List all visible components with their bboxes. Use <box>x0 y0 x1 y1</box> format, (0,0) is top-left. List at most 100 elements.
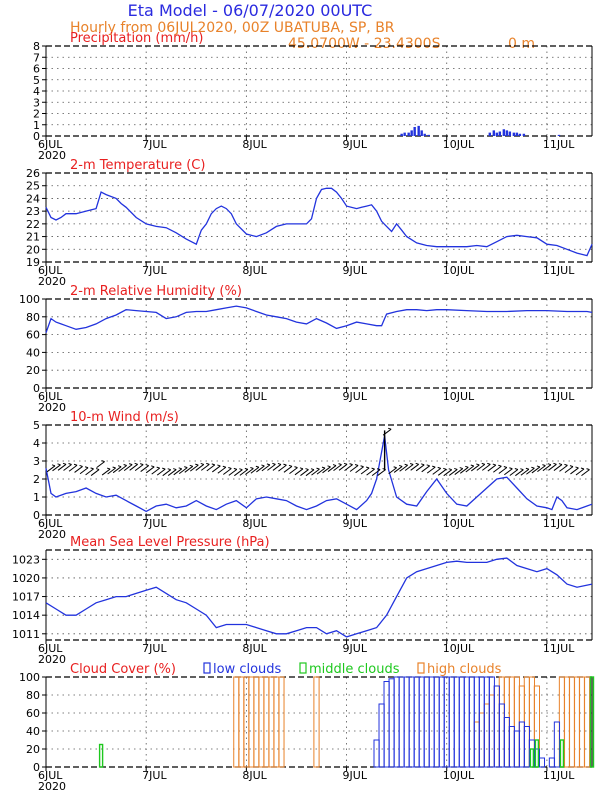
high-cloud-bar <box>313 676 320 768</box>
wind-barb <box>85 468 94 476</box>
wind-barb-head <box>492 463 496 466</box>
wind-barb-head <box>376 468 381 471</box>
high-cloud-bar <box>573 676 581 768</box>
x-tick-label: 9JUL <box>343 390 368 403</box>
wind-barb-head <box>525 467 530 470</box>
wind-barb <box>526 467 535 475</box>
x-tick-label: 10JUL <box>443 642 475 655</box>
high-cloud-bar <box>263 676 270 768</box>
wind-barb-head <box>57 463 61 466</box>
wind-barb-head <box>222 465 226 468</box>
wind-barb-head <box>547 463 552 466</box>
wind-barb-head <box>360 465 364 468</box>
precip-bar <box>410 130 413 136</box>
wind-barb-head <box>266 463 271 466</box>
wind-barb-head <box>371 467 375 470</box>
legend-label-1: middle clouds <box>309 662 400 677</box>
wind-barb-head <box>316 467 320 470</box>
y-tick-label: 25 <box>26 180 40 193</box>
wind-barb <box>520 468 530 476</box>
wind-barb-head <box>128 463 133 466</box>
wind-barb <box>393 466 403 473</box>
x-year-label: 2020 <box>38 653 66 666</box>
high-cloud-bar <box>503 676 510 768</box>
wind-barb-head <box>437 466 441 469</box>
wind-barb <box>145 466 155 474</box>
wind-barb <box>123 464 133 471</box>
y-tick-label: 80 <box>26 689 40 702</box>
wind-barb-head <box>536 465 541 468</box>
x-tick-label: 6JUL <box>38 517 63 530</box>
wind-barb-head <box>228 467 232 469</box>
wind-barb-head <box>233 467 238 470</box>
x-year-label: 2020 <box>38 149 66 162</box>
y-tick-label: 100 <box>19 293 40 306</box>
wind-barb <box>52 464 61 472</box>
low-cloud-bar <box>373 739 380 768</box>
wind-barb-head <box>90 467 94 470</box>
wind-barb-head <box>134 462 138 465</box>
y-tick-label: 20 <box>26 743 40 756</box>
wind-barb-head <box>421 463 425 466</box>
precip-bar <box>423 133 426 136</box>
precip-bar <box>505 130 509 136</box>
low-cloud-bar <box>498 703 505 768</box>
wind-barb-head <box>481 462 485 465</box>
series-line-pressure <box>45 557 593 638</box>
x-tick-label: 10JUL <box>443 769 475 782</box>
wind-barb <box>206 464 216 472</box>
wind-barb-head <box>520 468 524 471</box>
station-elevation: 0 m <box>508 36 535 52</box>
wind-barb <box>509 469 519 476</box>
wind-barb <box>493 465 502 473</box>
wind-barb-head <box>514 468 519 470</box>
y-tick-label: 8 <box>33 40 40 53</box>
wind-barb <box>487 464 497 472</box>
low-cloud-bar <box>478 676 485 768</box>
x-year-label: 2020 <box>38 275 66 288</box>
y-tick-label: 1 <box>33 491 40 504</box>
x-tick-label: 11JUL <box>543 138 575 151</box>
wind-barb <box>96 461 105 469</box>
legend-swatch-0 <box>203 662 211 674</box>
wind-barb <box>581 469 590 477</box>
wind-barb <box>498 467 508 474</box>
wind-barb-head <box>123 463 127 466</box>
wind-barb <box>432 467 442 475</box>
wind-barb <box>151 467 161 475</box>
wind-barb-head <box>393 466 397 469</box>
wind-barb-head <box>332 464 337 467</box>
wind-barb-head <box>250 467 254 469</box>
wind-barb-head <box>272 462 276 465</box>
x-tick-label: 9JUL <box>343 642 368 655</box>
wind-barb <box>261 464 271 472</box>
wind-barb-head <box>189 464 193 467</box>
legend-swatch-1 <box>299 662 307 674</box>
wind-barb-head <box>283 463 287 466</box>
y-tick-label: 23 <box>26 205 40 218</box>
x-tick-label: 11JUL <box>543 517 575 530</box>
wind-barb <box>162 469 172 477</box>
wind-barb-head <box>277 462 282 465</box>
high-cloud-bar <box>238 676 245 768</box>
x-tick-label: 10JUL <box>443 517 475 530</box>
y-tick-label: 4 <box>33 437 40 450</box>
low-cloud-bar <box>553 721 561 768</box>
x-tick-label: 11JUL <box>543 390 575 403</box>
high-cloud-bar <box>278 676 285 768</box>
wind-barb-head <box>299 467 304 470</box>
precip-bar <box>403 132 406 136</box>
y-tick-label: 5 <box>33 419 40 432</box>
middle-cloud-bar <box>559 739 565 768</box>
wind-barb <box>63 464 72 471</box>
wind-barb-head <box>580 467 585 470</box>
wind-barb <box>366 468 375 476</box>
panel-pressure: 1011 1014 1017 1020 1023 6JUL 7JUL 8JUL 9JUL 10JU… <box>12 535 593 666</box>
x-tick-label: 7JUL <box>142 769 167 782</box>
y-tick-label: 3 <box>33 96 40 109</box>
y-tick-label: 60 <box>26 329 40 342</box>
panel-title: 10-m Wind (m/s) <box>70 410 179 425</box>
wind-barb <box>212 465 221 473</box>
precip-bar <box>417 125 420 136</box>
